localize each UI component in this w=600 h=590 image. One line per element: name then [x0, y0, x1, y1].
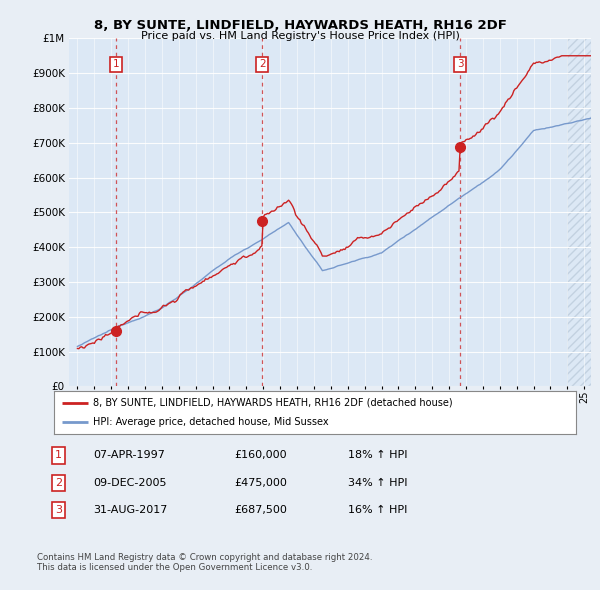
Text: £160,000: £160,000: [234, 451, 287, 460]
Text: 09-DEC-2005: 09-DEC-2005: [93, 478, 167, 487]
Text: £687,500: £687,500: [234, 505, 287, 514]
Text: HPI: Average price, detached house, Mid Sussex: HPI: Average price, detached house, Mid …: [93, 417, 329, 427]
Text: 34% ↑ HPI: 34% ↑ HPI: [348, 478, 407, 487]
Text: 07-APR-1997: 07-APR-1997: [93, 451, 165, 460]
Text: 18% ↑ HPI: 18% ↑ HPI: [348, 451, 407, 460]
Text: £475,000: £475,000: [234, 478, 287, 487]
Text: 8, BY SUNTE, LINDFIELD, HAYWARDS HEATH, RH16 2DF: 8, BY SUNTE, LINDFIELD, HAYWARDS HEATH, …: [94, 19, 506, 32]
Text: 8, BY SUNTE, LINDFIELD, HAYWARDS HEATH, RH16 2DF (detached house): 8, BY SUNTE, LINDFIELD, HAYWARDS HEATH, …: [93, 398, 453, 408]
Text: This data is licensed under the Open Government Licence v3.0.: This data is licensed under the Open Gov…: [37, 563, 313, 572]
Text: 2: 2: [55, 478, 62, 487]
Text: 3: 3: [55, 505, 62, 514]
Text: 3: 3: [457, 60, 464, 70]
Text: 2: 2: [259, 60, 266, 70]
Text: 16% ↑ HPI: 16% ↑ HPI: [348, 505, 407, 514]
Text: 1: 1: [55, 451, 62, 460]
Text: Contains HM Land Registry data © Crown copyright and database right 2024.: Contains HM Land Registry data © Crown c…: [37, 553, 373, 562]
Text: 31-AUG-2017: 31-AUG-2017: [93, 505, 167, 514]
Text: 1: 1: [112, 60, 119, 70]
Text: Price paid vs. HM Land Registry's House Price Index (HPI): Price paid vs. HM Land Registry's House …: [140, 31, 460, 41]
